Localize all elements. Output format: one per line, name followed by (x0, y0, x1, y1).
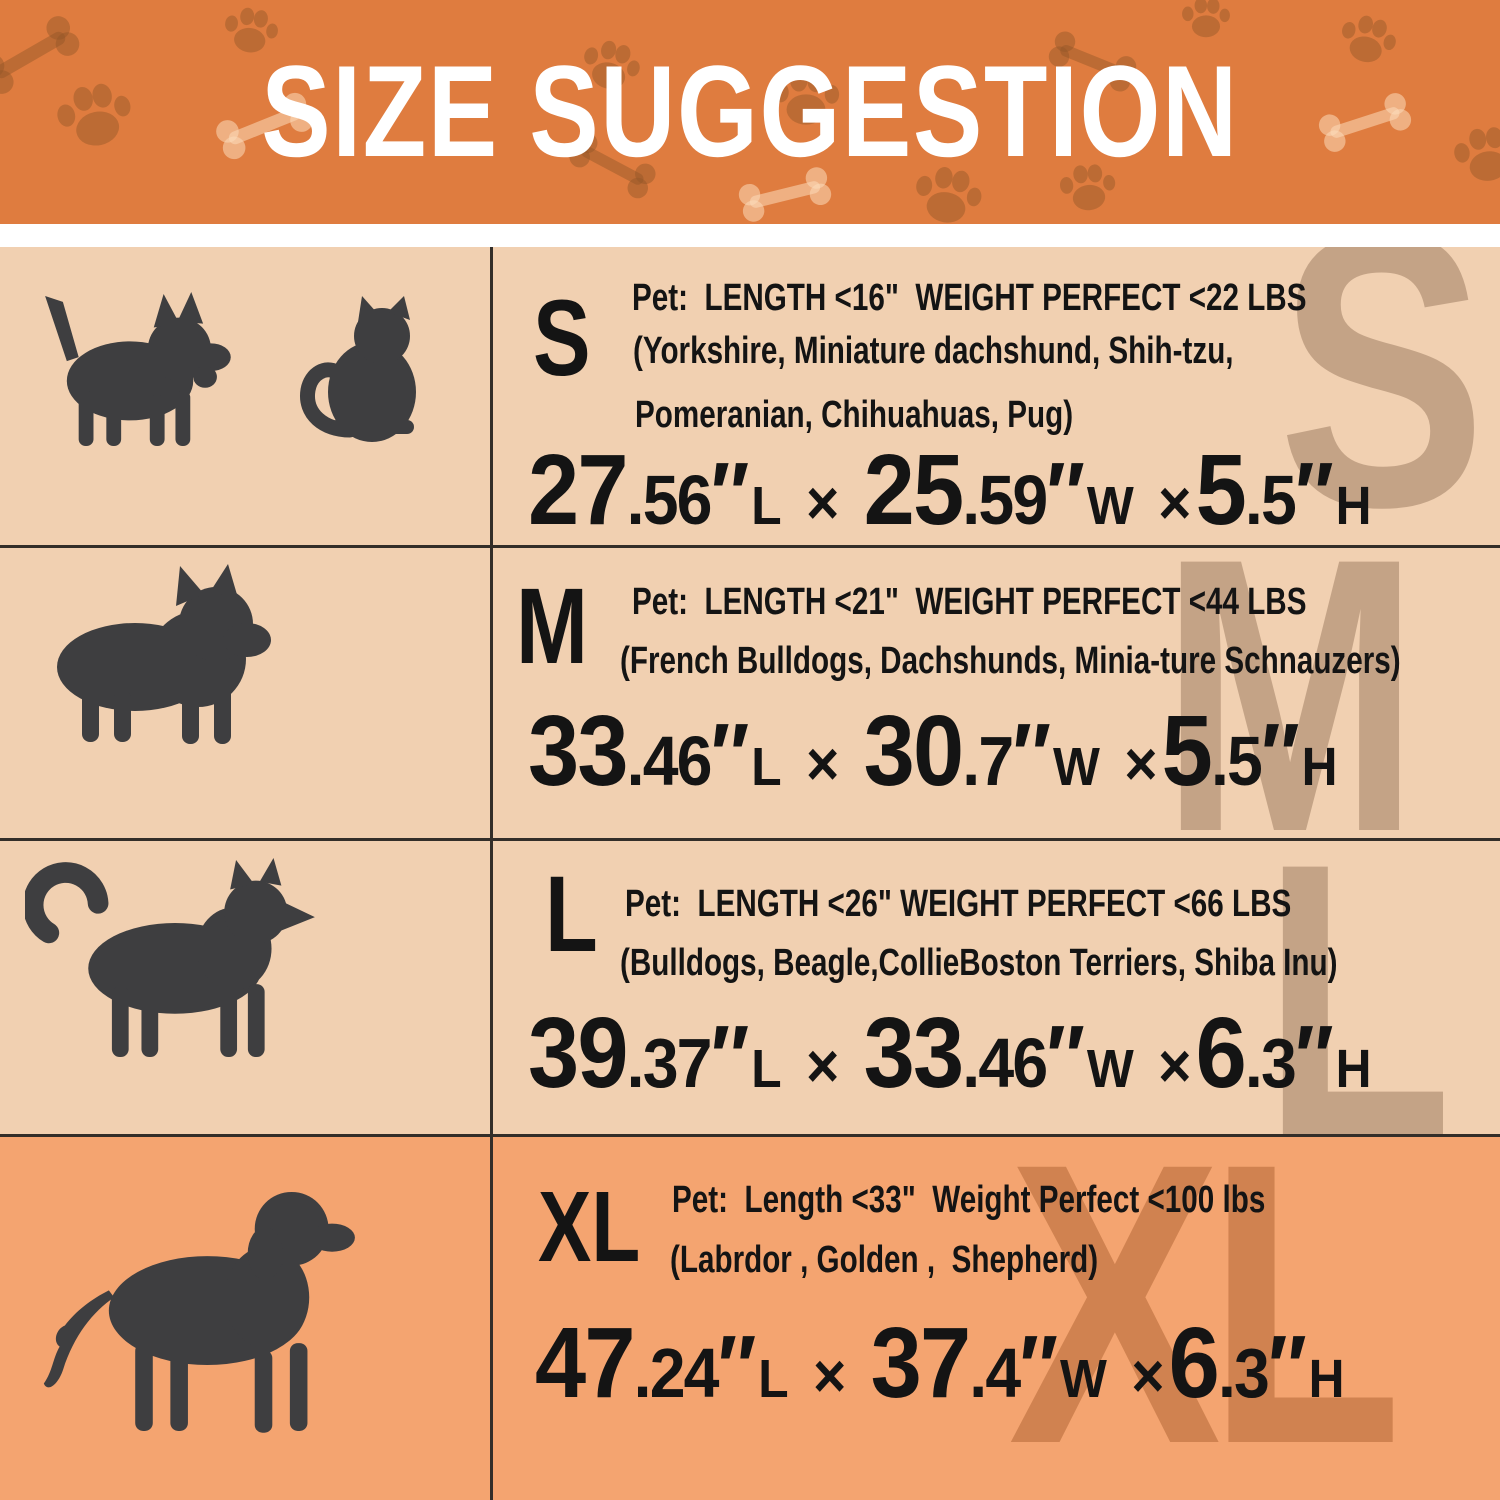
size-row-xl: XL XL Pet: Length <33" Weight Perfect <1… (0, 1137, 1500, 1500)
pet-spec-text: Pet: Length <33" Weight Perfect <100 lbs (672, 1179, 1266, 1221)
breed-list-line1: (Yorkshire, Miniature dachshund, Shih-tz… (633, 330, 1234, 372)
column-divider-line (490, 247, 493, 1500)
height-value: 5 (1195, 434, 1247, 546)
pet-spec-text: Pet: LENGTH <26" WEIGHT PERFECT <66 LBS (625, 883, 1292, 925)
multiply-sign: × (805, 730, 839, 799)
multiply-sign: × (812, 1342, 846, 1411)
dimensions-text: 39.37″ L × 33.46″ W × 6.3″ H (528, 997, 1371, 1109)
multiply-sign: × (1131, 1342, 1164, 1411)
paw-icon (48, 69, 143, 164)
size-row-s: S S Pet: LENGTH <16" WEIGHT PERFECT <22 … (0, 247, 1500, 548)
width-value: 33 (863, 997, 964, 1109)
size-letter: L (545, 853, 598, 974)
inch-mark: ″ (1294, 444, 1334, 543)
dimensions-text: 47.24″ L × 37.4″ W × 6.3″ H (535, 1307, 1344, 1419)
width-value: 30 (863, 695, 964, 807)
size-row-l: L L Pet: LENGTH <26" WEIGHT PERFECT <66 … (0, 841, 1500, 1137)
breed-list-line1: (Labrdor , Golden , Shepherd) (670, 1239, 1099, 1281)
multiply-sign: × (805, 469, 839, 538)
pet-spec-text: Pet: LENGTH <21" WEIGHT PERFECT <44 LBS (632, 581, 1307, 623)
dimensions-text: 33.46″ L × 30.7″ W × 5.5″ H (528, 695, 1337, 807)
size-letter: XL (538, 1171, 641, 1283)
length-value: 27 (528, 434, 628, 546)
length-value: 47 (535, 1307, 635, 1419)
inch-mark: ″ (1267, 1317, 1307, 1416)
height-value: 6 (1168, 1307, 1220, 1419)
watermark-letter: XL (1008, 1137, 1403, 1500)
width-value: 37 (870, 1307, 971, 1419)
inch-mark: ″ (710, 705, 750, 804)
terrier-dog-silhouette-icon (45, 292, 231, 447)
breed-list-line1: (Bulldogs, Beagle,CollieBoston Terriers,… (620, 942, 1338, 984)
watermark-letter: S (1278, 247, 1487, 548)
breed-list-line2: Pomeranian, Chihuahuas, Pug) (635, 394, 1074, 436)
multiply-sign: × (1158, 1032, 1191, 1101)
width-value: 25 (863, 434, 964, 546)
multiply-sign: × (805, 1032, 839, 1101)
watermark-letter: L (1262, 841, 1453, 1137)
watermark-letter: M (1160, 548, 1420, 841)
french-bulldog-silhouette-icon (57, 564, 271, 744)
height-value: 6 (1195, 997, 1247, 1109)
height-value: 5 (1161, 695, 1213, 807)
header-banner: SIZE SUGGESTION (0, 0, 1500, 224)
inch-mark: ″ (1046, 1007, 1085, 1106)
multiply-sign: × (1124, 730, 1157, 799)
inch-mark: ″ (1012, 705, 1051, 804)
length-value: 33 (528, 695, 628, 807)
inch-mark: ″ (1019, 1317, 1058, 1416)
inch-mark: ″ (1046, 444, 1085, 543)
golden-retriever-silhouette-icon (43, 1191, 355, 1433)
pet-spec-text: Pet: LENGTH <16" WEIGHT PERFECT <22 LBS (632, 277, 1307, 319)
size-letter: S (533, 277, 591, 398)
inch-mark: ″ (710, 444, 750, 543)
inch-mark: ″ (1294, 1007, 1334, 1106)
multiply-sign: × (1158, 469, 1191, 538)
breed-list-line1: (French Bulldogs, Dachshunds, Minia-ture… (620, 640, 1401, 682)
inch-mark: ″ (717, 1317, 757, 1416)
size-row-m: M M Pet: LENGTH <21" WEIGHT PERFECT <44 … (0, 548, 1500, 841)
cat-silhouette-icon (300, 296, 416, 442)
page-title: SIZE SUGGESTION (261, 38, 1239, 184)
size-letter: M (516, 565, 588, 686)
length-value: 39 (528, 997, 628, 1109)
dimensions-text: 27.56″ L × 25.59″ W × 5.5″ H (528, 434, 1371, 546)
shiba-inu-silhouette-icon (25, 858, 315, 1058)
inch-mark: ″ (1260, 705, 1300, 804)
inch-mark: ″ (710, 1007, 750, 1106)
paw-icon (1447, 115, 1500, 194)
